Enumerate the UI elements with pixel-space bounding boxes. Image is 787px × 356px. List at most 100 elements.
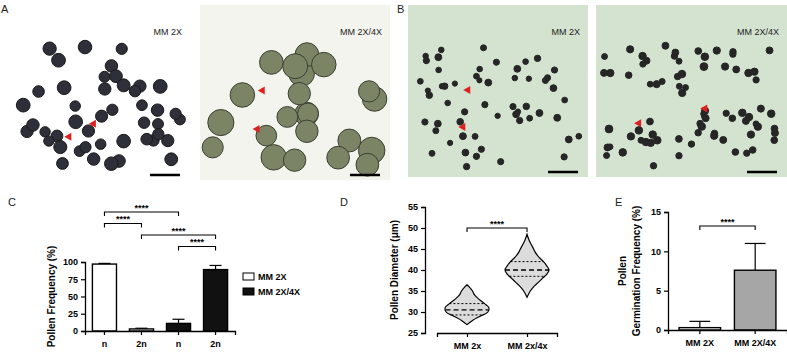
pollen-grain <box>604 144 611 151</box>
axis-line <box>664 213 669 331</box>
pollen-grain <box>230 83 255 108</box>
pollen-grain <box>653 81 660 88</box>
tick-label: n <box>102 339 108 349</box>
pollen-grain <box>429 150 435 156</box>
pollen-grain <box>517 117 523 123</box>
pollen-grain <box>513 111 520 118</box>
chart-panel: 25303540455055MM 2xMM 2x/4xDPollen Diame… <box>340 196 558 351</box>
tick-mark <box>755 330 756 334</box>
pollen-grain <box>82 125 94 137</box>
tick-mark <box>421 312 425 313</box>
pollen-grain <box>260 51 284 75</box>
pollen-grain <box>512 75 518 81</box>
pollen-grain <box>78 40 92 54</box>
significance-label: **** <box>134 203 149 213</box>
tick-mark <box>664 251 668 252</box>
pollen-grain <box>463 163 469 169</box>
tick-label: MM 2X <box>686 338 715 348</box>
pollen-grain <box>602 54 608 60</box>
pollen-grain <box>745 113 753 121</box>
pollen-grain <box>208 109 234 135</box>
scale-bar <box>350 174 380 177</box>
pollen-grain <box>554 114 561 121</box>
error-bar <box>745 243 766 270</box>
pollen-grain <box>771 137 778 144</box>
y-axis-title: Pollen Frequency (%) <box>46 246 57 348</box>
violin <box>505 234 549 297</box>
pollen-grain <box>495 113 500 118</box>
error-cap <box>210 265 222 266</box>
tick-label: 25 <box>68 309 78 319</box>
tick-label: 50 <box>68 292 78 302</box>
pollen-grain <box>730 51 736 57</box>
pollen-grain <box>70 101 80 111</box>
pollen-grain <box>356 153 379 176</box>
pollen-grain <box>462 149 469 156</box>
pollen-grain <box>457 118 464 125</box>
pollen-grain <box>435 54 442 61</box>
tick-label: 50 <box>408 223 418 233</box>
pollen-grain <box>423 57 429 63</box>
chart-panel: 0255075100n2nn2nCPollen Frequency (%)***… <box>8 196 300 349</box>
pollen-grain <box>647 81 653 87</box>
error-line <box>755 243 756 270</box>
pollen-grain <box>117 79 130 92</box>
image-background <box>596 5 787 177</box>
tick: 15 <box>651 207 668 217</box>
pollen-grain <box>33 86 45 98</box>
tick: 5 <box>656 286 668 296</box>
y-axis-title: Pollen Diameter (μm) <box>389 220 400 320</box>
error-bar <box>173 319 185 323</box>
significance-label: **** <box>172 226 187 236</box>
pollen-grain <box>498 159 504 165</box>
error-cap <box>745 243 766 244</box>
tick: 75 <box>68 275 85 285</box>
legend: MM 2XMM 2X/4X <box>243 272 300 297</box>
median-line <box>505 269 549 270</box>
bar <box>129 329 153 331</box>
pollen-grain <box>695 48 702 55</box>
error-cap <box>173 319 185 320</box>
bar <box>166 323 190 331</box>
x-axis: n2nn2n <box>86 331 236 349</box>
pollen-grain <box>733 66 740 73</box>
pollen-grain <box>95 139 106 150</box>
tick-mark <box>421 249 425 250</box>
pollen-grain <box>442 83 448 89</box>
pollen-grain <box>676 136 683 143</box>
scale-bar <box>747 171 777 174</box>
tick-mark <box>664 212 668 213</box>
figure: MM 2XMM 2X/4XAMM 2XMM 2X/4XB0255075100n2… <box>0 0 787 356</box>
significance-bracket <box>467 228 527 232</box>
tick-mark <box>81 279 85 280</box>
scale-bar <box>150 174 180 177</box>
pollen-grain <box>283 54 308 79</box>
pollen-grain <box>358 81 379 102</box>
pollen-grain <box>635 127 643 135</box>
pollen-grain <box>151 104 163 116</box>
micrograph <box>12 5 190 180</box>
pollen-grain <box>87 153 99 165</box>
arrow <box>64 133 71 141</box>
scale-bar <box>548 171 578 174</box>
image-background <box>408 5 588 177</box>
error-bar <box>210 265 222 269</box>
pollen-grain <box>461 109 467 115</box>
pollen-grain <box>676 83 682 89</box>
arrow <box>258 86 265 94</box>
pollen-grain <box>445 100 451 106</box>
tick-mark <box>664 330 668 331</box>
pollen-grain <box>485 79 492 86</box>
pollen-grain <box>57 158 69 170</box>
pollen-grain <box>460 133 467 140</box>
pollen-grain <box>43 42 56 55</box>
bar <box>734 270 776 330</box>
tick-label: 15 <box>651 207 661 217</box>
significance-label: **** <box>190 237 205 247</box>
pollen-grain <box>422 119 428 125</box>
x-axis: MM 2XMM 2X/4X <box>669 330 787 348</box>
pollen-grain <box>137 100 148 111</box>
error-line <box>178 319 179 323</box>
error-cap <box>135 328 147 329</box>
panel-letter: D <box>340 196 348 208</box>
